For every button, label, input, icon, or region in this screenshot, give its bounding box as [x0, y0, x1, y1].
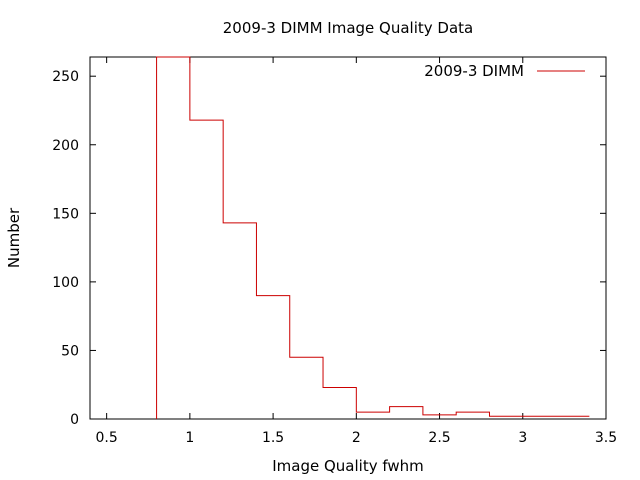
y-tick-label: 50 [61, 343, 79, 359]
ticks: 0.5 1 1.5 2 2.5 3 3.5 0 50 100 150 200 250 [52, 57, 617, 446]
x-tick-label: 2 [352, 430, 361, 446]
x-tick-label: 0.5 [96, 430, 118, 446]
y-tick-label: 200 [52, 138, 79, 154]
x-axis-label: Image Quality fwhm [272, 457, 424, 475]
x-tick-label: 3.5 [595, 430, 617, 446]
histogram-step-line [156, 56, 590, 419]
x-tick-label: 1.5 [262, 430, 284, 446]
series-layer [156, 56, 590, 419]
legend: 2009-3 DIMM [424, 62, 585, 80]
y-tick-label: 250 [52, 69, 79, 85]
y-tick-label: 100 [52, 275, 79, 291]
plot-frame [89, 56, 607, 420]
x-tick-label: 2.5 [428, 430, 450, 446]
x-tick-label: 3 [518, 430, 527, 446]
x-tick-label: 1 [185, 430, 194, 446]
legend-label: 2009-3 DIMM [424, 62, 524, 80]
chart-title: 2009-3 DIMM Image Quality Data [223, 19, 473, 37]
y-axis-label: Number [5, 207, 23, 268]
y-tick-label: 0 [70, 412, 79, 428]
y-tick-label: 150 [52, 206, 79, 222]
